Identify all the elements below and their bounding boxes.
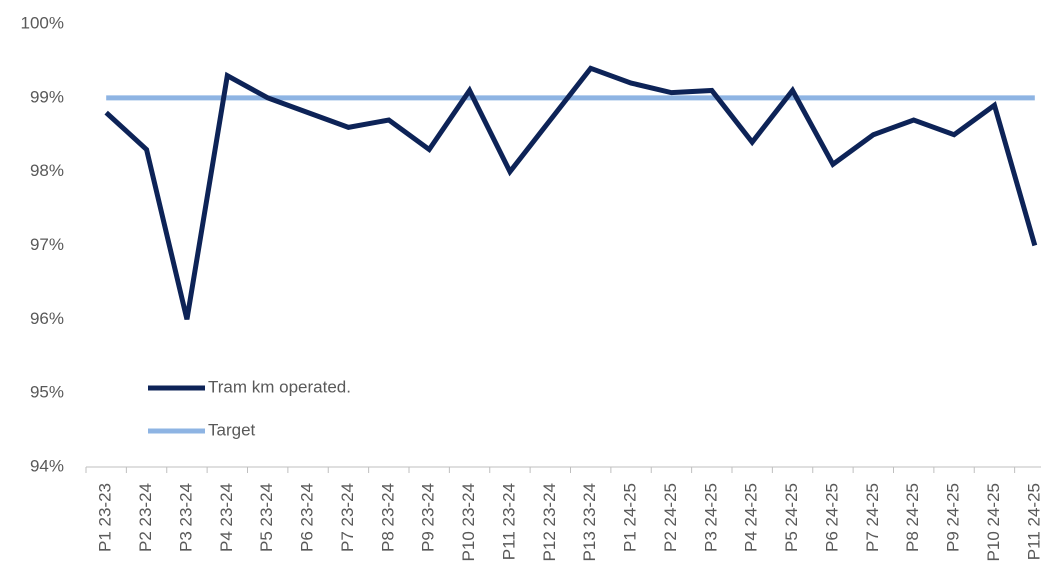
y-tick-label: 99%: [30, 87, 64, 106]
x-tick-label: P13 23-24: [580, 483, 599, 561]
y-tick-label: 97%: [30, 235, 64, 254]
x-tick-label: P10 24-25: [984, 483, 1003, 561]
x-tick-label: P1 24-25: [621, 483, 640, 552]
x-tick-label: P5 23-24: [257, 483, 276, 552]
y-tick-label: 94%: [30, 456, 64, 475]
x-tick-label: P12 23-24: [540, 483, 559, 561]
legend-label: Tram km operated.: [208, 377, 351, 396]
x-tick-label: P1 23-23: [96, 483, 115, 552]
x-tick-label: P3 24-25: [701, 483, 720, 552]
x-tick-label: P4 23-24: [217, 483, 236, 552]
x-tick-label: P6 23-24: [298, 483, 317, 552]
y-tick-label: 96%: [30, 309, 64, 328]
x-tick-label: P9 23-24: [419, 483, 438, 552]
y-tick-label: 100%: [21, 13, 64, 32]
x-tick-label: P6 24-25: [822, 483, 841, 552]
series-line: [104, 65, 1038, 320]
legend-label: Target: [208, 420, 256, 439]
y-tick-label: 95%: [30, 383, 64, 402]
x-tick-label: P7 24-25: [863, 483, 882, 552]
x-tick-label: P4 24-25: [742, 483, 761, 552]
x-tick-label: P10 23-24: [459, 483, 478, 561]
y-tick-label: 98%: [30, 161, 64, 180]
x-tick-label: P2 23-24: [136, 483, 155, 552]
x-tick-label: P8 23-24: [378, 483, 397, 552]
x-tick-label: P9 24-25: [944, 483, 963, 552]
x-tick-label: P11 24-25: [1024, 483, 1041, 560]
x-tick-label: P7 23-24: [338, 483, 357, 552]
x-tick-label: P11 23-24: [499, 483, 518, 560]
x-tick-label: P3 23-24: [176, 483, 195, 552]
x-tick-label: P5 24-25: [782, 483, 801, 552]
x-tick-label: P2 24-25: [661, 483, 680, 552]
x-tick-label: P8 24-25: [903, 483, 922, 552]
